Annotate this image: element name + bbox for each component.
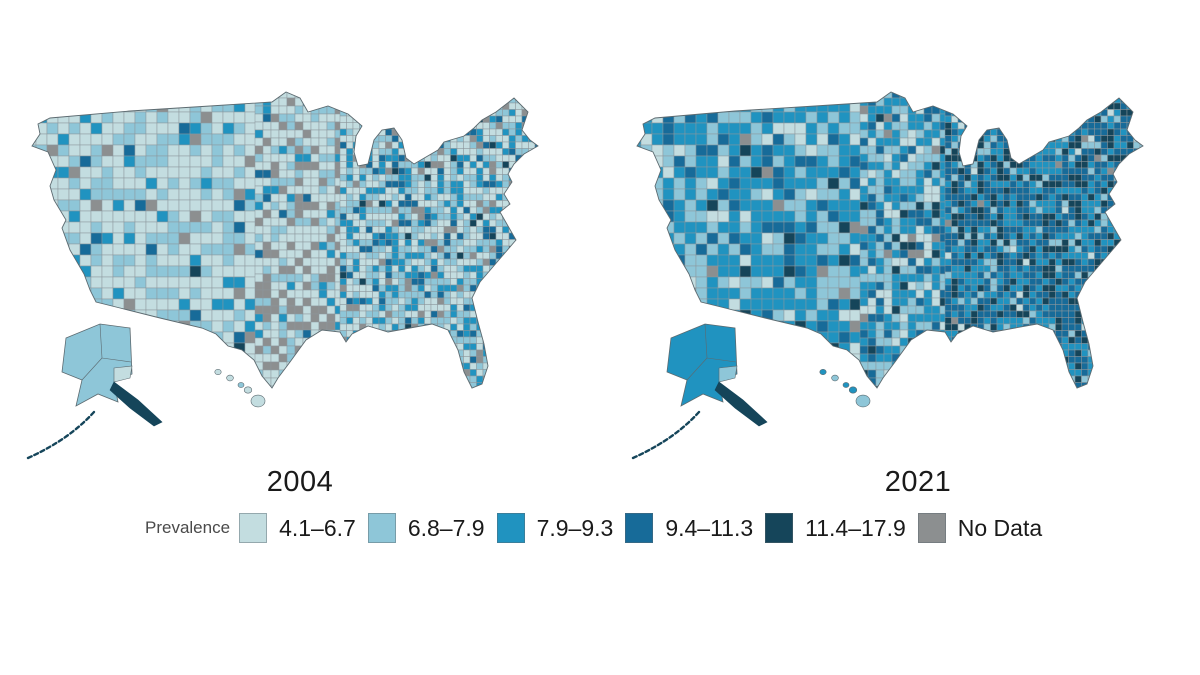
legend-swatch <box>239 513 268 543</box>
map-year-label-2004: 2004 <box>266 466 334 498</box>
legend-swatch <box>625 513 654 543</box>
legend-item: No Data <box>917 513 1043 543</box>
legend-title: Prevalence <box>145 518 231 537</box>
legend-label: 4.1–6.7 <box>279 514 356 541</box>
legend-label: 6.8–7.9 <box>407 514 485 541</box>
map-year-label-2021: 2021 <box>884 466 952 498</box>
legend-swatch <box>496 513 525 543</box>
legend-swatch <box>765 513 794 543</box>
us-county-map-2021 <box>631 91 1144 460</box>
legend-label: No Data <box>957 514 1043 541</box>
legend: Prevalence 4.1–6.7 6.8–7.9 7.9–9.3 9.4–1… <box>145 511 1054 545</box>
legend-item: 6.8–7.9 <box>367 513 485 543</box>
legend-label: 7.9–9.3 <box>536 514 614 541</box>
legend-item: 11.4–17.9 <box>765 513 906 543</box>
legend-swatch <box>917 513 946 543</box>
legend-swatch <box>367 513 396 543</box>
legend-item: 4.1–6.7 <box>239 513 356 543</box>
legend-label: 9.4–11.3 <box>665 514 754 541</box>
legend-item: 9.4–11.3 <box>625 513 753 543</box>
legend-label: 11.4–17.9 <box>805 514 906 541</box>
legend-item: 7.9–9.3 <box>496 513 614 543</box>
us-county-map-2004 <box>26 91 539 460</box>
